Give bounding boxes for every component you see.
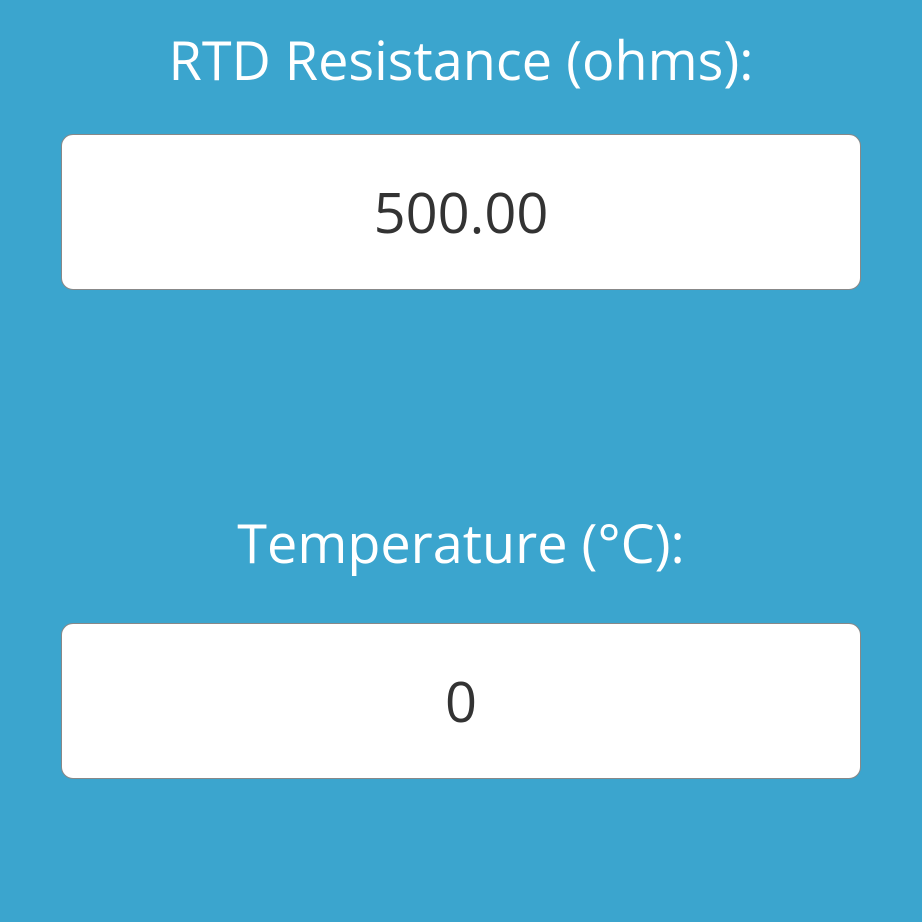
resistance-input[interactable] — [61, 134, 861, 290]
temperature-field-group: Temperature (°C): — [0, 505, 922, 779]
resistance-label: RTD Resistance (ohms): — [169, 10, 754, 110]
resistance-field-group: RTD Resistance (ohms): — [0, 10, 922, 290]
temperature-label: Temperature (°C): — [237, 505, 684, 579]
temperature-input[interactable] — [61, 623, 861, 779]
